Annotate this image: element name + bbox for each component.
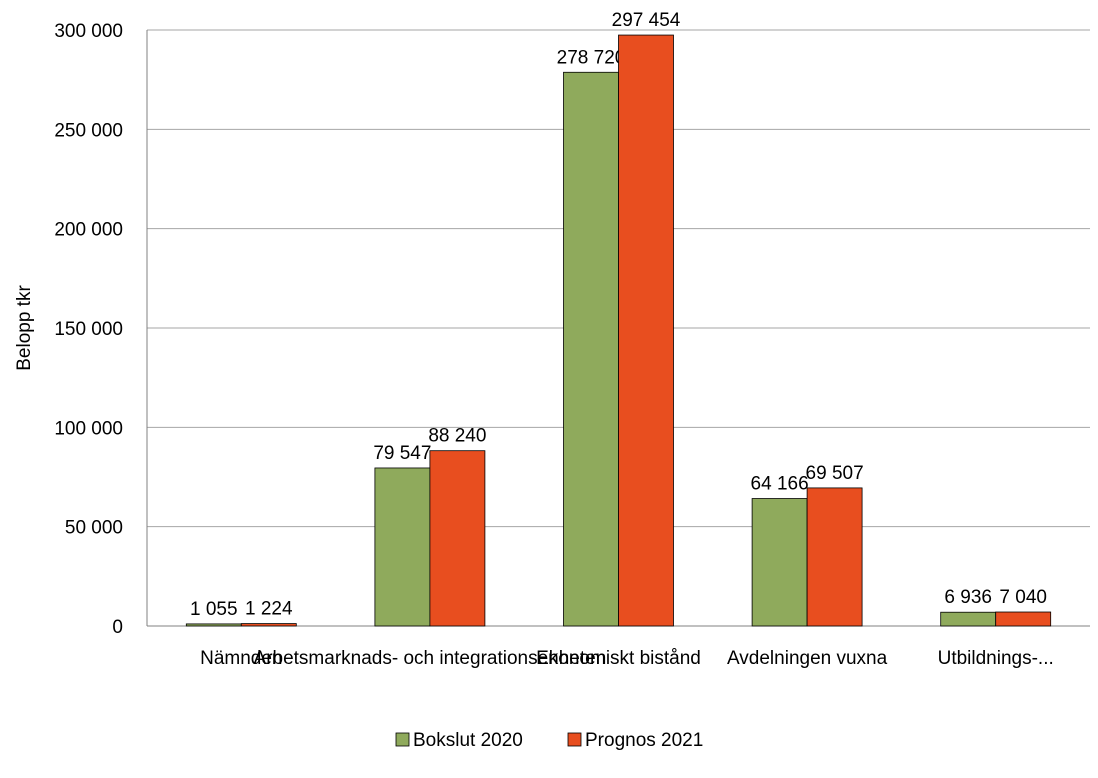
- x-tick-label: Avdelningen vuxna: [727, 648, 888, 669]
- data-label: 79 547: [373, 443, 431, 464]
- bar: [751, 498, 808, 627]
- x-tick-label: Arbetsmarknads- och integrationsenheten: [254, 648, 607, 669]
- bar: [563, 71, 619, 627]
- bar: [618, 34, 674, 627]
- y-tick-label: 200 000: [54, 220, 123, 241]
- bar: [374, 467, 431, 627]
- legend-swatch: [395, 732, 410, 747]
- data-label: 6 936: [944, 587, 992, 608]
- data-label: 1 224: [245, 599, 293, 620]
- y-tick-label: 0: [112, 617, 123, 638]
- bar: [240, 623, 297, 627]
- data-label: 69 507: [806, 463, 864, 484]
- bar: [806, 487, 863, 627]
- y-axis-title: Belopp tkr: [14, 285, 35, 371]
- legend-label: Prognos 2021: [585, 730, 703, 751]
- bar: [185, 623, 242, 627]
- data-label: 1 055: [190, 599, 238, 620]
- bar: [995, 611, 1052, 627]
- y-tick-label: 300 000: [54, 21, 123, 42]
- y-tick-label: 250 000: [54, 120, 123, 141]
- legend-label: Bokslut 2020: [413, 730, 523, 751]
- data-label: 88 240: [428, 426, 486, 447]
- y-tick-label: 100 000: [54, 418, 123, 439]
- legend-swatch: [567, 732, 582, 747]
- x-tick-label: Nämnden: [200, 648, 282, 669]
- data-label: 297 454: [612, 10, 681, 31]
- bar: [940, 611, 997, 627]
- data-label: 278 720: [557, 47, 626, 68]
- data-label: 7 040: [999, 587, 1047, 608]
- x-tick-label: Ekonomiskt bistånd: [536, 648, 701, 669]
- y-tick-label: 50 000: [65, 518, 123, 539]
- x-tick-label: Utbildnings-...: [938, 648, 1054, 669]
- data-label: 64 166: [751, 474, 809, 495]
- bar: [429, 450, 486, 627]
- y-tick-label: 150 000: [54, 319, 123, 340]
